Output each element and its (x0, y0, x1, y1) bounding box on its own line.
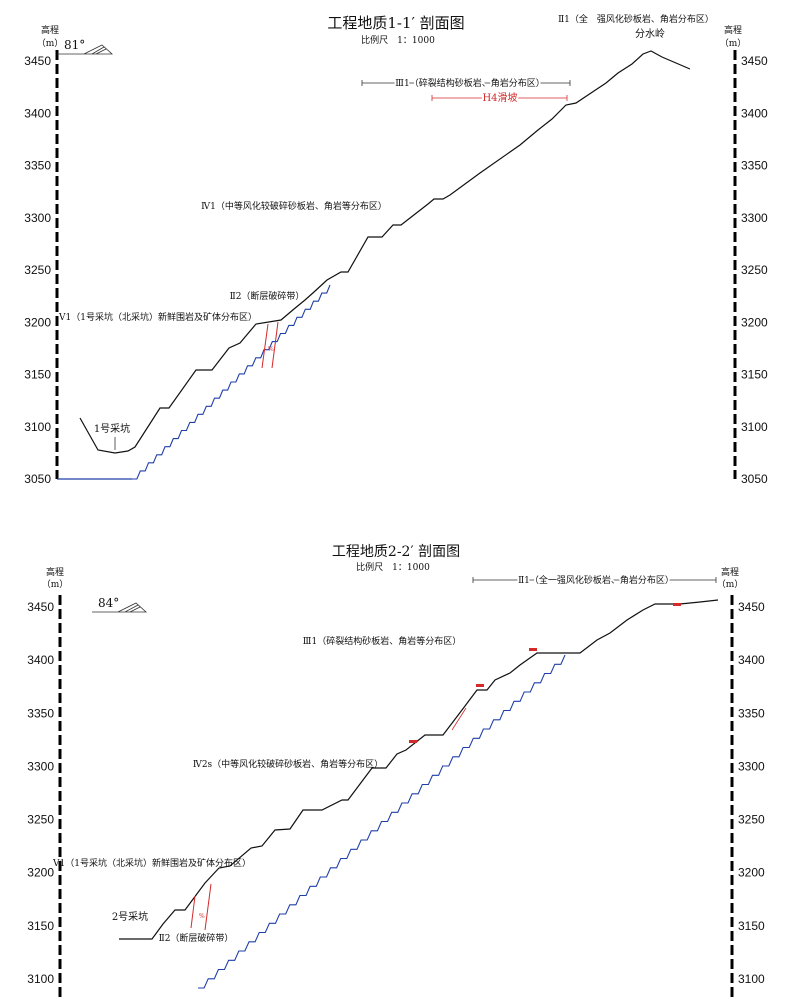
section-1-elev-label-right: 高程 (724, 24, 742, 36)
section-1-elev-label-left: 高程 (41, 24, 59, 36)
tick-label: 3250 (741, 263, 768, 277)
section-2-marker (476, 684, 484, 687)
section-1-bedrock-boundary (132, 284, 331, 480)
section-1-title: 工程地质1-1′ 剖面图 (327, 14, 464, 32)
section-1-fault-line (271, 321, 279, 369)
section-1-unit-label-left: （m） (37, 38, 64, 49)
section-2-zone-iii1-label: Ⅲ1（碎裂结构砂板岩、角岩等分布区） (303, 635, 461, 647)
tick-label: 3300 (738, 759, 765, 773)
tick-label: 3150 (24, 368, 51, 382)
section-2-unit-label-left: （m） (42, 579, 69, 590)
tick-label: 3050 (24, 472, 51, 486)
section-1-slide-label: H4滑坡 (482, 91, 517, 104)
section-1-unit-label-right: （m） (720, 38, 747, 49)
tick-label: 3200 (741, 315, 768, 329)
tick-label: 3400 (24, 106, 51, 120)
section-1-pit-label: 1号采坑 (94, 422, 130, 435)
section-2-elev-label-left: 高程 (46, 566, 64, 578)
tick-label: 3150 (741, 368, 768, 382)
section-2-elev-label-right: 高程 (721, 566, 739, 578)
tick-label: 3200 (738, 866, 765, 880)
section-2-marker (673, 603, 681, 606)
section-1-fault-zone: % (261, 321, 279, 369)
section-1-zone-v1-label: Ⅴ1（1号采坑（北采坑）新鲜围岩及矿体分布区） (58, 311, 257, 323)
section-2-bedrock-boundary (198, 654, 566, 989)
tick-label: 3150 (738, 919, 765, 933)
section-1-angle-symbol (83, 44, 114, 55)
tick-label: 3200 (27, 866, 54, 880)
section-2-scale: 比例尺 1：1000 (356, 561, 430, 573)
section-2-marker (409, 740, 417, 743)
tick-label: 3150 (27, 919, 54, 933)
section-2-angle-symbol (117, 602, 148, 613)
section-1-angle: 81° (64, 38, 85, 52)
tick-label: 3100 (738, 972, 765, 986)
tick-label: 3300 (741, 211, 768, 225)
section-2-marker (529, 648, 537, 651)
svg-text:%: % (268, 346, 274, 353)
section-2-fault-zone: % (190, 603, 681, 931)
tick-label: 3400 (738, 653, 765, 667)
tick-label: 3450 (27, 600, 54, 614)
tick-label: 3100 (741, 420, 768, 434)
section-1-terrain-line (79, 50, 691, 454)
section-2-tick-labels: 3100 3100 3150 3150 3200 3200 3250 3250 3300 3300… (27, 600, 765, 986)
tick-label: 3450 (741, 54, 768, 68)
tick-label: 3100 (24, 420, 51, 434)
tick-label: 3300 (24, 211, 51, 225)
section-1-tick-labels: 3050 3050 3100 3100 3150 3150 3200 3200 3250 3250… (24, 54, 768, 486)
tick-label: 3400 (741, 106, 768, 120)
section-2-fault-line (204, 883, 212, 931)
tick-label: 3350 (27, 706, 54, 720)
tick-label: 3450 (738, 600, 765, 614)
section-2: 工程地质2-2′ 剖面图 比例尺 1：1000 高程 （m） 高程 （m） 31… (27, 544, 765, 1000)
section-2-zone-iv2-label: Ⅳ2s（中等风化较破碎砂板岩、角岩等分布区） (193, 758, 383, 770)
section-2-zone-v1-label: Ⅴ1（1号采坑（北采坑）新鲜围岩及矿体分布区） (52, 857, 251, 869)
section-2-title: 工程地质2-2′ 剖面图 (332, 544, 460, 560)
tick-label: 3100 (27, 972, 54, 986)
tick-label: 3200 (24, 315, 51, 329)
tick-label: 3450 (24, 54, 51, 68)
section-2-pit-label: 2号采坑 (112, 910, 148, 923)
section-1-divide-label: 分水岭 (635, 27, 665, 40)
tick-label: 3050 (741, 472, 768, 486)
section-2-unit-label-right: （m） (717, 579, 744, 590)
tick-label: 3350 (24, 159, 51, 173)
tick-label: 3300 (27, 759, 54, 773)
section-1-scale: 比例尺 1：1000 (361, 34, 435, 46)
section-1: 工程地质1-1′ 剖面图 比例尺 1：1000 高程 （m） 高程 （m） 30… (24, 13, 768, 486)
section-2-angle: 84° (98, 596, 119, 610)
section-1-zone-iii1-label: Ⅲ1（碎裂结构砂板岩、角岩分布区） (395, 77, 544, 89)
tick-label: 3250 (27, 813, 54, 827)
tick-label: 3250 (24, 263, 51, 277)
tick-label: 3350 (738, 706, 765, 720)
section-2-zone-ii2-label: Ⅱ2（断层破碎带） (159, 932, 234, 944)
section-2-terrain-line (119, 599, 719, 940)
section-1-zone-ii1-label: Ⅱ1（全 强风化砂板岩、角岩分布区） (558, 13, 714, 25)
section-2-zone-ii1-label: Ⅱ1（全一强风化砂板岩、角岩分布区） (518, 574, 674, 586)
section-1-zone-iv1-label: Ⅳ1（中等风化较破碎砂板岩、角岩等分布区） (201, 200, 387, 212)
tick-label: 3350 (741, 159, 768, 173)
section-2-fault-line (190, 895, 196, 929)
section-1-fault-line (261, 323, 269, 369)
tick-label: 3400 (27, 653, 54, 667)
section-1-zone-ii2-label: Ⅱ2（断层破碎带） (230, 290, 305, 302)
svg-text:%: % (199, 913, 205, 920)
tick-label: 3250 (738, 813, 765, 827)
